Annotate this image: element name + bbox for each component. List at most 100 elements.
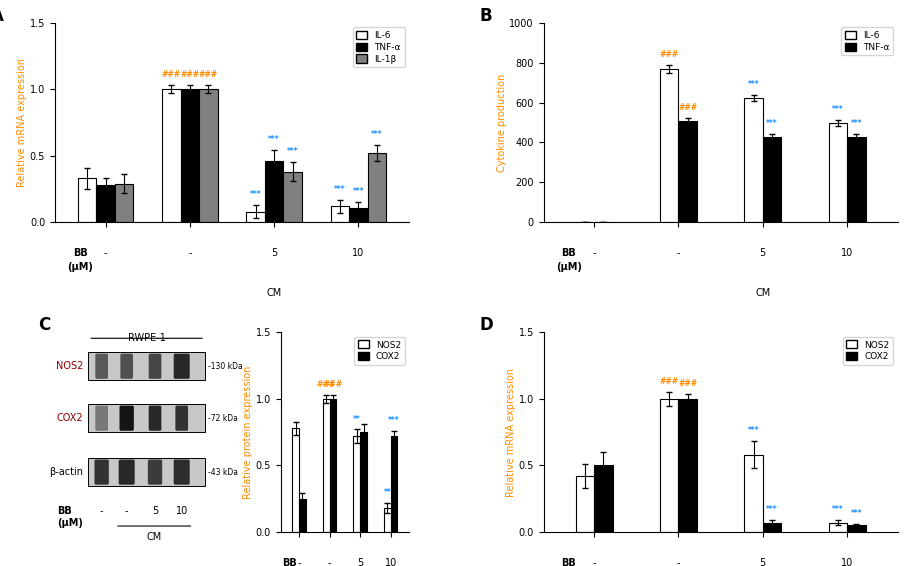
Text: 5: 5	[152, 506, 158, 516]
Text: B: B	[480, 7, 493, 25]
Text: BB: BB	[282, 558, 298, 566]
Text: -: -	[104, 248, 107, 258]
Text: ***: ***	[767, 505, 778, 514]
Bar	[349, 208, 367, 222]
Text: RWPE-1: RWPE-1	[127, 333, 166, 343]
FancyBboxPatch shape	[95, 406, 108, 431]
Text: D: D	[480, 316, 494, 335]
Text: CM: CM	[267, 288, 282, 298]
Text: ***: ***	[832, 105, 844, 114]
FancyBboxPatch shape	[94, 460, 109, 484]
Text: 10: 10	[841, 248, 853, 258]
Text: COX2: COX2	[57, 413, 83, 423]
Text: ***: ***	[371, 130, 383, 139]
Text: ***: ***	[747, 427, 759, 435]
Text: ###: ###	[180, 70, 200, 79]
Text: **: **	[353, 414, 361, 423]
FancyBboxPatch shape	[88, 404, 205, 432]
Bar	[96, 185, 114, 222]
Legend: NOS2, COX2: NOS2, COX2	[354, 337, 405, 365]
Bar	[660, 399, 679, 532]
FancyBboxPatch shape	[120, 354, 133, 379]
Bar	[679, 399, 697, 532]
Bar	[323, 399, 330, 532]
Legend: NOS2, COX2: NOS2, COX2	[843, 337, 893, 365]
Bar	[594, 465, 613, 532]
Y-axis label: Relative mRNA expression: Relative mRNA expression	[506, 368, 516, 496]
Text: ###: ###	[317, 380, 336, 389]
FancyBboxPatch shape	[88, 458, 205, 486]
Text: -: -	[125, 506, 128, 516]
FancyBboxPatch shape	[88, 352, 205, 380]
Text: BB: BB	[562, 248, 576, 258]
Text: 10: 10	[353, 248, 365, 258]
Text: ###: ###	[323, 380, 343, 389]
Bar	[847, 525, 866, 532]
Bar	[679, 121, 697, 222]
Text: BB: BB	[73, 248, 88, 258]
Text: ***: ***	[851, 119, 862, 128]
Text: ###: ###	[162, 70, 180, 79]
Text: NOS2: NOS2	[56, 361, 83, 371]
Bar	[199, 89, 218, 222]
Bar	[360, 432, 367, 532]
FancyBboxPatch shape	[119, 460, 135, 484]
Bar	[763, 136, 781, 222]
Text: 10: 10	[176, 506, 188, 516]
Bar	[180, 89, 199, 222]
Text: BB: BB	[562, 558, 576, 566]
Bar	[354, 436, 360, 532]
Text: -: -	[593, 248, 596, 258]
Text: ***: ***	[747, 80, 759, 88]
Text: ###: ###	[678, 102, 697, 112]
Bar	[384, 508, 391, 532]
Text: 10: 10	[385, 558, 397, 566]
Text: ***: ***	[353, 187, 365, 196]
Bar	[162, 89, 180, 222]
Bar	[575, 476, 594, 532]
Text: -43 kDa: -43 kDa	[209, 468, 238, 477]
Bar	[246, 212, 265, 222]
FancyBboxPatch shape	[148, 406, 161, 431]
Text: ###: ###	[678, 379, 697, 388]
Text: -: -	[100, 506, 104, 516]
Text: CM: CM	[755, 288, 770, 298]
Text: CM: CM	[147, 532, 162, 542]
Bar	[744, 97, 763, 222]
Text: 10: 10	[841, 558, 853, 566]
Text: ***: ***	[832, 505, 844, 514]
Bar	[367, 153, 387, 222]
FancyBboxPatch shape	[174, 460, 190, 484]
Bar	[283, 172, 302, 222]
FancyBboxPatch shape	[95, 354, 108, 379]
FancyBboxPatch shape	[119, 406, 134, 431]
Text: A: A	[0, 7, 4, 25]
Bar	[744, 455, 763, 532]
Legend: IL-6, TNF-α: IL-6, TNF-α	[842, 27, 893, 55]
Text: ***: ***	[851, 509, 862, 518]
Text: -: -	[328, 558, 332, 566]
Text: C: C	[38, 316, 50, 335]
Text: (μM): (μM)	[67, 263, 93, 272]
Text: ***: ***	[767, 119, 778, 128]
FancyBboxPatch shape	[147, 460, 162, 484]
Text: -: -	[593, 558, 596, 566]
Bar	[660, 68, 679, 222]
Bar	[330, 399, 336, 532]
Text: ***: ***	[268, 135, 280, 144]
Text: β-actin: β-actin	[49, 467, 83, 477]
Text: 5: 5	[759, 248, 766, 258]
Bar	[391, 436, 398, 532]
Y-axis label: Relative mRNA expression: Relative mRNA expression	[17, 58, 27, 187]
Bar	[114, 184, 134, 222]
Text: ###: ###	[660, 377, 679, 386]
Text: (μM): (μM)	[57, 518, 82, 528]
Text: 5: 5	[271, 248, 278, 258]
Text: 5: 5	[759, 558, 766, 566]
Text: -72 kDa: -72 kDa	[209, 414, 238, 423]
FancyBboxPatch shape	[148, 354, 161, 379]
Legend: IL-6, TNF-α, IL-1β: IL-6, TNF-α, IL-1β	[353, 27, 405, 67]
Text: -: -	[677, 558, 681, 566]
Text: -: -	[298, 558, 300, 566]
Text: BB: BB	[57, 506, 71, 516]
